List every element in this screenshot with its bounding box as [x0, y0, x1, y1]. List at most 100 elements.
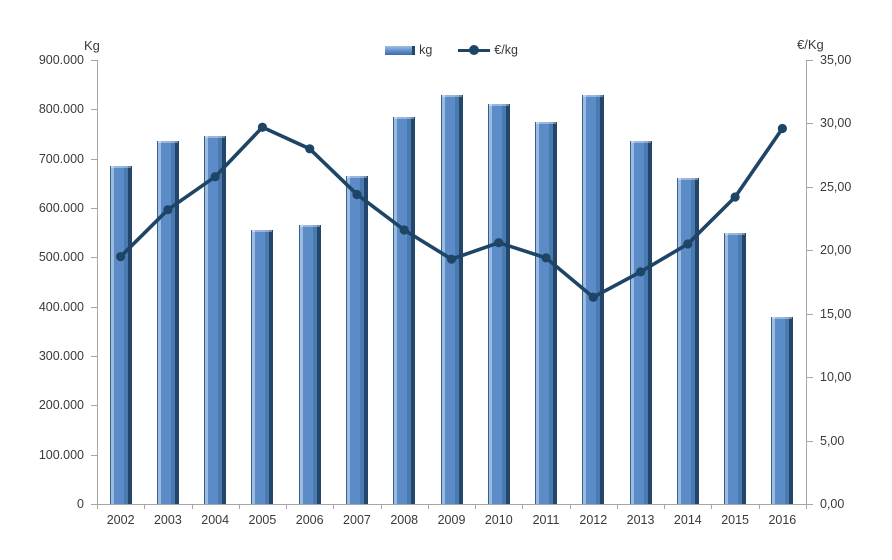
y-axis-right-tick-label: 0,00 — [820, 497, 845, 511]
y-axis-right-tick — [806, 250, 813, 252]
bar-2008[interactable] — [393, 116, 416, 504]
x-axis-tick — [238, 504, 240, 509]
y-axis-left-tick-label: 200.000 — [38, 398, 84, 413]
line-series[interactable] — [118, 125, 785, 300]
y-axis-right-tick-label: 20,00 — [820, 243, 852, 258]
x-axis-tick — [191, 504, 193, 509]
y-axis-right-tick — [806, 504, 813, 505]
x-axis-category-label: 2014 — [673, 513, 702, 527]
line-marker-2007[interactable] — [352, 189, 362, 200]
line-marker-2003[interactable] — [163, 205, 173, 215]
x-axis-tick — [758, 504, 760, 509]
left-axis-title: Kg — [84, 38, 100, 53]
y-axis-right-tick — [806, 440, 813, 442]
bar-2014[interactable] — [676, 178, 699, 504]
x-axis-tick — [286, 504, 288, 509]
y-axis-right-tick-label: 30,00 — [820, 116, 852, 131]
x-axis-category-label: 2016 — [768, 513, 797, 527]
bar-2016[interactable] — [771, 316, 794, 504]
line-marker-2006[interactable] — [305, 144, 315, 154]
bar-2005[interactable] — [251, 230, 274, 504]
y-axis-left-tick-label: 800.000 — [38, 102, 84, 117]
x-axis-tick — [380, 504, 382, 509]
bar-2013[interactable] — [629, 141, 652, 504]
x-axis-category-label: 2013 — [626, 513, 655, 527]
x-axis-tick — [569, 504, 571, 509]
y-axis-left-tick — [91, 356, 97, 357]
legend-label-kg: kg — [419, 43, 433, 57]
line-marker-2010[interactable] — [494, 238, 504, 248]
bar-2004[interactable] — [204, 136, 227, 504]
line-marker-2012[interactable] — [588, 292, 598, 302]
line-marker-2008[interactable] — [399, 225, 409, 235]
bar-2009[interactable] — [440, 94, 463, 504]
y-axis-left-tick — [91, 405, 97, 407]
line-marker-2016[interactable] — [777, 123, 787, 134]
line-marker-2009[interactable] — [446, 254, 457, 264]
bar-2010[interactable] — [487, 104, 510, 504]
x-axis-tick — [616, 504, 618, 509]
x-axis-line — [97, 504, 812, 505]
x-axis-category-label: 2015 — [721, 513, 749, 527]
line-marker-2005[interactable] — [257, 122, 268, 132]
legend-item-eur-per-kg[interactable]: €/kg — [458, 43, 518, 57]
y-axis-left-tick-label: 600.000 — [38, 201, 84, 215]
x-axis-tick — [97, 504, 98, 509]
y-axis-left-tick-label: 500.000 — [38, 250, 84, 265]
x-axis-category-label: 2007 — [343, 513, 371, 527]
x-axis-tick — [522, 504, 524, 509]
line-marker-2015[interactable] — [730, 192, 740, 202]
y-axis-left-tick — [91, 109, 97, 111]
line-series-swatch-icon — [458, 44, 491, 56]
line-marker-2004[interactable] — [210, 172, 220, 182]
y-axis-right-tick — [806, 377, 813, 379]
y-axis-left-tick — [91, 257, 97, 259]
y-axis-right-tick-label: 5,00 — [820, 433, 845, 448]
right-axis-title: €/Kg — [797, 37, 824, 52]
line-marker-2011[interactable] — [541, 253, 551, 263]
y-axis-left-tick — [91, 306, 97, 308]
x-axis-tick — [711, 504, 713, 509]
x-axis-category-label: 2008 — [390, 513, 419, 527]
x-axis-tick — [664, 504, 666, 509]
y-axis-right-tick-label: 35,00 — [820, 53, 852, 67]
y-axis-left-tick-label: 400.000 — [38, 299, 84, 314]
y-axis-right-tick — [806, 60, 813, 61]
y-axis-right-line — [806, 60, 807, 505]
y-axis-left-line — [97, 60, 98, 505]
y-axis-left-tick — [91, 454, 97, 456]
legend-label-eur-per-kg: €/kg — [494, 43, 518, 57]
y-axis-left-tick — [91, 504, 97, 505]
y-axis-left-tick — [91, 60, 97, 61]
x-axis-tick — [806, 504, 807, 509]
bar-2003[interactable] — [156, 141, 179, 504]
legend-item-kg[interactable]: kg — [385, 43, 432, 57]
x-axis-tick — [333, 504, 335, 509]
x-axis-category-label: 2012 — [579, 513, 608, 527]
line-marker-2013[interactable] — [635, 267, 646, 277]
y-axis-left-tick-label: 100.000 — [38, 447, 84, 462]
y-axis-left-tick-label: 900.000 — [38, 53, 84, 67]
legend-marker-dot — [469, 44, 480, 55]
bar-2015[interactable] — [724, 232, 747, 504]
y-axis-right-tick — [806, 186, 813, 188]
bar-2007[interactable] — [345, 175, 368, 504]
y-axis-right-tick-label: 15,00 — [820, 306, 852, 321]
x-axis-category-label: 2009 — [437, 513, 466, 527]
bar-2011[interactable] — [535, 121, 558, 504]
line-marker-2014[interactable] — [683, 239, 693, 249]
line-marker-2002[interactable] — [116, 252, 126, 262]
y-axis-left-tick-label: 300.000 — [38, 349, 84, 363]
bar-2006[interactable] — [298, 225, 321, 504]
y-axis-left-tick — [91, 158, 97, 160]
x-axis-category-label: 2002 — [106, 513, 135, 527]
x-axis-category-label: 2010 — [484, 513, 513, 527]
y-axis-right-tick — [806, 313, 813, 315]
x-axis-tick — [427, 504, 429, 509]
bar-series-swatch-icon — [385, 45, 416, 55]
x-axis-tick — [475, 504, 477, 509]
y-axis-left-tick — [91, 208, 97, 209]
y-axis-right-tick-label: 10,00 — [820, 370, 852, 385]
